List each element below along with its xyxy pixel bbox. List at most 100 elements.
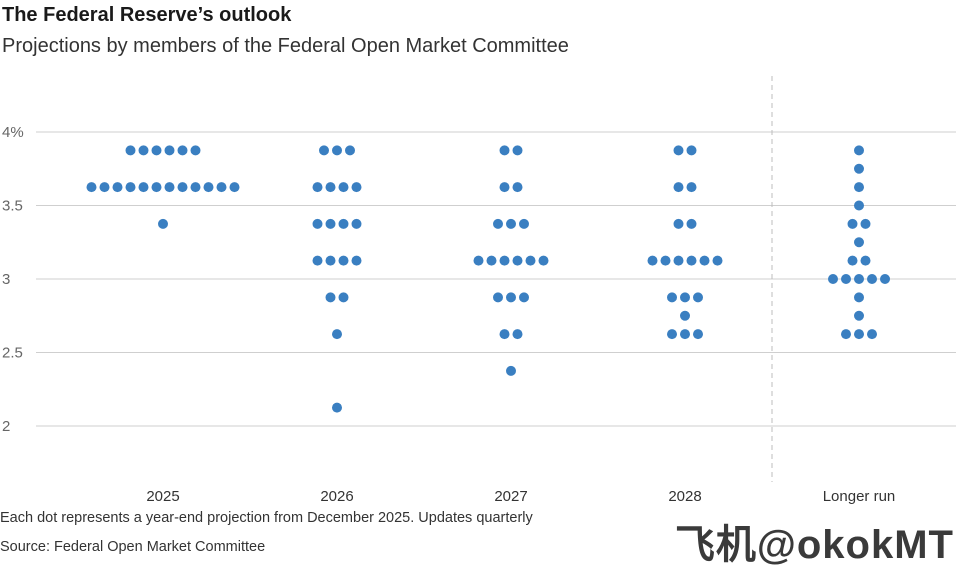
projection-dot	[854, 292, 864, 303]
projection-dot	[512, 182, 523, 193]
dot-plot-chart: 4% 3.5 3 2.5 2 2025 2026 2027 2028 Longer run	[2, 76, 956, 505]
projection-dot	[229, 182, 240, 193]
projection-dot	[854, 200, 864, 211]
gridlines	[36, 131, 956, 427]
projection-dot	[203, 182, 214, 193]
projection-dot	[332, 329, 342, 340]
projection-dot	[841, 274, 851, 284]
projection-dot	[828, 274, 838, 284]
projection-dot	[216, 182, 227, 193]
x-tick-label: Longer run	[823, 488, 896, 505]
x-tick-label: 2027	[494, 488, 527, 505]
projection-dot	[854, 163, 864, 174]
projection-dot	[854, 145, 864, 156]
projection-dot	[332, 145, 342, 156]
projection-dot	[512, 255, 523, 266]
projection-dot	[686, 255, 697, 266]
chart-source: Source: Federal Open Market Committee	[0, 539, 266, 555]
projection-dot	[512, 145, 523, 156]
projection-dot	[486, 255, 497, 266]
chart-title: The Federal Reserve’s outlook	[2, 4, 292, 26]
projection-dot	[712, 255, 723, 266]
projection-dot	[499, 145, 510, 156]
projection-dot	[332, 402, 342, 413]
projection-dot	[854, 329, 864, 340]
y-tick-label: 3.5	[2, 198, 23, 215]
projection-dot	[867, 329, 877, 340]
projection-dot	[699, 255, 710, 266]
projection-dot	[673, 218, 684, 229]
projection-dot	[164, 145, 175, 156]
projection-dot	[673, 255, 684, 266]
projection-dot	[847, 255, 858, 266]
projection-dot	[680, 292, 690, 303]
projection-dot	[325, 218, 336, 229]
chart-subtitle: Projections by members of the Federal Op…	[2, 35, 569, 57]
projection-dot	[99, 182, 110, 193]
projection-dot	[125, 182, 136, 193]
x-axis-ticks: 2025 2026 2027 2028 Longer run	[146, 488, 895, 505]
projection-dot	[190, 145, 201, 156]
x-tick-label: 2028	[668, 488, 701, 505]
projection-dot	[190, 182, 201, 193]
projection-dot	[138, 145, 149, 156]
projection-dot	[325, 255, 336, 266]
projection-dot	[351, 255, 362, 266]
projection-dot	[693, 292, 703, 303]
projection-dot	[319, 145, 329, 156]
projection-dot	[338, 182, 349, 193]
projection-dot	[673, 145, 684, 156]
projection-dot	[493, 292, 503, 303]
projection-dot	[338, 292, 349, 303]
projection-dot	[667, 329, 677, 340]
projection-dot	[854, 310, 864, 321]
y-axis-ticks: 4% 3.5 3 2.5 2	[2, 124, 24, 435]
projection-dot	[345, 145, 355, 156]
projection-dot	[86, 182, 97, 193]
projection-dot	[860, 218, 871, 229]
projection-dot	[325, 292, 336, 303]
projection-dot	[538, 255, 549, 266]
projection-dot	[151, 145, 162, 156]
projection-dot	[473, 255, 484, 266]
projection-dot	[177, 145, 188, 156]
projection-dot	[151, 182, 162, 193]
projection-dot	[138, 182, 149, 193]
projection-dot	[693, 329, 703, 340]
projection-dot	[519, 218, 529, 229]
projection-dot	[525, 255, 536, 266]
projection-dot	[847, 218, 858, 229]
projection-dot	[860, 255, 871, 266]
projection-dot	[506, 365, 516, 376]
y-tick-label: 2.5	[2, 345, 23, 362]
x-tick-label: 2025	[146, 488, 179, 505]
projection-dot	[854, 237, 864, 248]
projection-dot	[660, 255, 671, 266]
projection-dot	[158, 218, 168, 229]
watermark: 飞机@okokMT	[674, 523, 954, 567]
projection-dot	[647, 255, 658, 266]
projection-dot	[680, 310, 690, 321]
projection-dot	[519, 292, 529, 303]
projection-dot	[667, 292, 677, 303]
projection-dot	[673, 182, 684, 193]
projection-dot	[499, 329, 510, 340]
projection-dot	[351, 182, 362, 193]
projection-dot	[338, 255, 349, 266]
projection-dot	[164, 182, 175, 193]
projection-dot	[125, 145, 136, 156]
projection-dot	[499, 182, 510, 193]
projection-dot	[325, 182, 336, 193]
y-tick-label: 2	[2, 418, 10, 435]
projection-dot	[351, 218, 362, 229]
projection-dot	[686, 218, 697, 229]
projection-dot	[112, 182, 123, 193]
projection-dot	[854, 182, 864, 193]
projection-dot	[854, 274, 864, 284]
projection-dot	[506, 292, 516, 303]
projection-dot	[686, 182, 697, 193]
y-tick-label: 3	[2, 271, 10, 288]
projection-dot	[686, 145, 697, 156]
projection-dot	[880, 274, 890, 284]
projection-dot	[841, 329, 851, 340]
